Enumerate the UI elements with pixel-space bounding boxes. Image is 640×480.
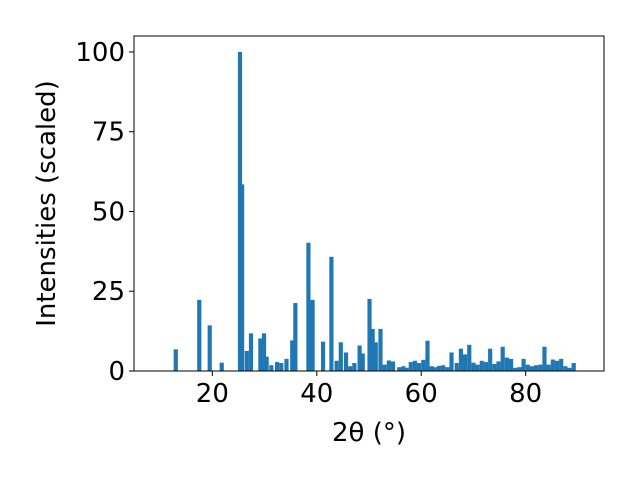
bar (445, 367, 450, 371)
bar (521, 358, 526, 371)
bar (534, 365, 539, 371)
bar (479, 360, 484, 371)
y-tick-label: 25 (92, 277, 125, 307)
bar (310, 299, 315, 371)
x-tick-label: 60 (405, 379, 438, 409)
bar (244, 350, 249, 371)
x-tick-label: 40 (300, 379, 333, 409)
bar (441, 365, 446, 371)
bar (496, 361, 501, 371)
bar (449, 352, 454, 371)
bar (408, 362, 413, 371)
bar (207, 325, 212, 371)
bar (436, 365, 442, 371)
bar (463, 354, 468, 371)
bar (386, 360, 391, 371)
bar (471, 362, 476, 371)
bar (467, 344, 472, 371)
bar (454, 363, 459, 371)
y-tick-label: 75 (92, 118, 125, 148)
x-tick-label: 80 (509, 379, 542, 409)
bar (275, 362, 280, 371)
bar (306, 242, 311, 371)
bar (269, 365, 274, 371)
y-tick-label: 0 (108, 357, 125, 387)
bar (492, 363, 497, 371)
bar (329, 256, 334, 371)
bars-layer (173, 51, 576, 371)
bar (293, 303, 298, 371)
bar (173, 349, 178, 371)
x-axis-ticks: 20 40 60 80 (196, 371, 542, 409)
bar (338, 342, 343, 371)
bar (425, 340, 430, 371)
bar (542, 346, 547, 371)
bar (343, 352, 349, 371)
bar (382, 364, 387, 371)
bar (432, 367, 437, 371)
bar (525, 364, 530, 371)
bar (258, 338, 263, 371)
bar (554, 360, 560, 371)
bar (197, 299, 202, 371)
bar (378, 328, 383, 371)
bar (404, 367, 409, 371)
bar (412, 360, 418, 371)
bar (563, 366, 568, 371)
bar (352, 363, 357, 371)
bar (360, 353, 365, 371)
bar (240, 184, 245, 371)
bar (290, 340, 295, 371)
bar (550, 359, 555, 371)
bar (567, 367, 572, 371)
bar (508, 358, 514, 371)
bar (320, 341, 326, 371)
y-axis-ticks: 0 25 50 75 100 (75, 38, 134, 387)
bar (261, 333, 267, 371)
bar (513, 367, 518, 371)
bar (284, 358, 289, 371)
bar (367, 298, 372, 371)
bar (559, 358, 564, 371)
bar (334, 360, 339, 371)
bar (370, 328, 375, 371)
bar (264, 356, 269, 371)
bar (483, 362, 489, 371)
bar (279, 363, 284, 371)
bar (538, 364, 543, 371)
bar (504, 357, 509, 371)
bar (248, 333, 254, 371)
bar (421, 359, 426, 371)
bar (357, 345, 362, 371)
bar (529, 366, 535, 371)
bar (517, 367, 522, 371)
bar (500, 346, 505, 371)
y-tick-label: 50 (92, 197, 125, 227)
bar (219, 362, 224, 371)
y-tick-label: 100 (75, 38, 125, 68)
bar (429, 366, 434, 371)
plot-area-frame (133, 35, 605, 372)
bar (417, 363, 422, 371)
x-tick-label: 20 (196, 379, 229, 409)
bar (458, 348, 463, 371)
y-axis-label: Intensities (scaled) (32, 80, 62, 327)
bar (546, 364, 551, 371)
bar (373, 342, 378, 371)
bar (488, 348, 493, 371)
x-axis-label: 2θ (°) (332, 418, 406, 448)
bar (571, 363, 576, 371)
bar (475, 364, 480, 371)
bar (397, 367, 402, 371)
bar (348, 366, 353, 371)
bar (401, 366, 406, 371)
bar (390, 361, 396, 371)
